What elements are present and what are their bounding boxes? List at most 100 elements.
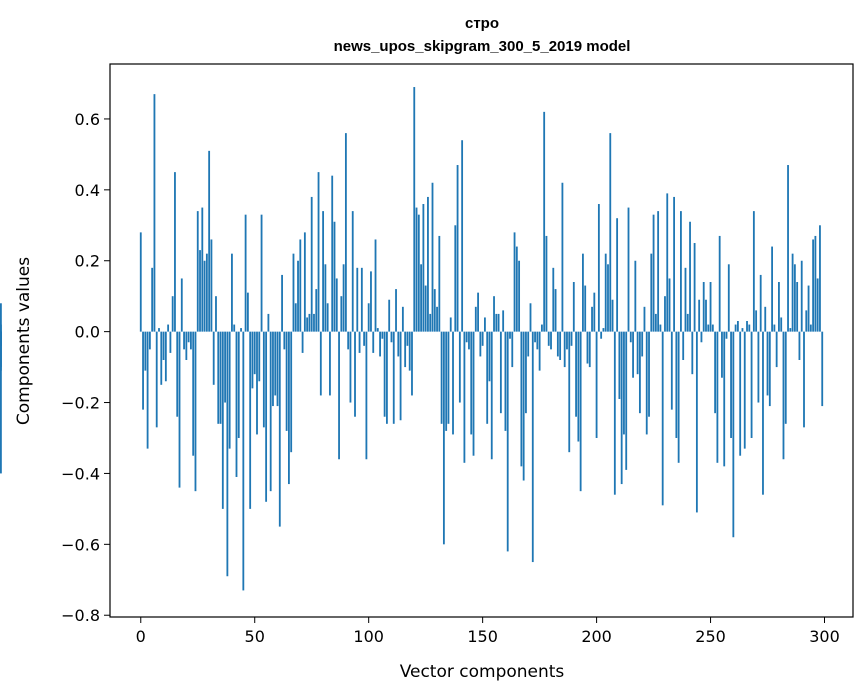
bar-294 xyxy=(809,324,812,332)
bar-75 xyxy=(310,196,313,332)
bar-241 xyxy=(689,221,691,332)
bar-115 xyxy=(401,306,404,332)
bar-153 xyxy=(488,331,491,382)
bar-176 xyxy=(540,324,543,332)
bar-183 xyxy=(556,331,559,357)
bar-202 xyxy=(600,331,603,339)
bar-167 xyxy=(520,331,523,467)
bar-33 xyxy=(215,296,217,332)
bar-1 xyxy=(142,331,144,410)
bar-261 xyxy=(734,324,737,332)
bar-262 xyxy=(736,321,739,332)
bar-291 xyxy=(803,331,805,428)
bar-289 xyxy=(798,331,801,360)
bar-295 xyxy=(812,239,815,332)
bar-74 xyxy=(308,313,311,332)
bar-189 xyxy=(570,331,573,346)
bar-95 xyxy=(356,267,359,332)
bars-group xyxy=(0,87,824,591)
bar-214 xyxy=(627,207,630,332)
bar-281 xyxy=(780,317,783,332)
bar-285 xyxy=(789,328,792,332)
bar-273 xyxy=(762,331,764,495)
bar-137 xyxy=(452,331,454,435)
bar-9 xyxy=(160,331,163,385)
bar-204 xyxy=(604,253,607,332)
bar-50 xyxy=(253,331,256,375)
bar-116 xyxy=(404,331,407,368)
bar-186 xyxy=(563,331,566,368)
bar-271 xyxy=(757,331,760,403)
bar-180 xyxy=(550,331,552,350)
bar-272 xyxy=(759,274,762,332)
bar-15 xyxy=(174,172,176,332)
bar-65 xyxy=(288,331,290,485)
bar-287 xyxy=(793,264,796,332)
bar-196 xyxy=(586,331,589,364)
bar-239 xyxy=(684,267,687,332)
bar-223 xyxy=(648,331,650,417)
bar-88 xyxy=(340,296,343,332)
bar-94 xyxy=(354,331,356,417)
bar-86 xyxy=(335,278,338,332)
chart-title: стро xyxy=(465,15,499,32)
bar-26 xyxy=(199,250,201,332)
bar-242 xyxy=(691,331,694,375)
bar-73 xyxy=(306,317,309,332)
bar-67 xyxy=(292,253,295,332)
bar-100 xyxy=(367,303,370,332)
bar-150 xyxy=(481,331,484,346)
bar-53 xyxy=(260,214,263,332)
bar-276 xyxy=(768,331,771,407)
bar-290 xyxy=(800,260,803,332)
bar-14 xyxy=(171,296,174,332)
bar-288 xyxy=(796,282,799,332)
bar-30 xyxy=(208,150,211,332)
x-tick-label-200: 200 xyxy=(581,627,612,646)
bar-58 xyxy=(272,331,274,407)
bar-61 xyxy=(278,331,281,527)
bar-99 xyxy=(365,331,368,460)
bar-264 xyxy=(741,328,744,332)
bar-20 xyxy=(185,331,188,360)
bar-43 xyxy=(237,331,240,438)
bar-108 xyxy=(386,331,388,424)
bar-184 xyxy=(559,331,562,360)
bar-278 xyxy=(773,324,776,332)
bar-4 xyxy=(148,331,151,350)
bar-71 xyxy=(301,331,304,353)
bar-154 xyxy=(490,331,493,460)
x-axis: 0 50 100 150 200 250 300 xyxy=(136,617,840,646)
bar-188 xyxy=(568,331,571,453)
bar-277 xyxy=(771,246,773,332)
bar-36 xyxy=(221,331,224,509)
chart-subtitle: news_upos_skipgram_300_5_2019 model xyxy=(334,38,631,55)
bar-49 xyxy=(251,331,254,389)
bar-23 xyxy=(192,331,195,456)
bar-140 xyxy=(458,331,461,403)
bar-187 xyxy=(566,331,568,350)
bar-151 xyxy=(484,317,486,332)
bar-41 xyxy=(233,324,236,332)
bar-177 xyxy=(543,111,546,332)
x-tick-label-50: 50 xyxy=(245,627,265,646)
bar-236 xyxy=(677,331,680,463)
bar-60 xyxy=(276,331,279,407)
bar-96 xyxy=(358,331,361,353)
bar-169 xyxy=(525,331,527,414)
bar-182 xyxy=(554,289,557,332)
bar-191 xyxy=(575,331,577,417)
bar-244 xyxy=(695,331,698,513)
bar-226 xyxy=(654,313,657,332)
bar-52 xyxy=(258,331,261,382)
bar-29 xyxy=(205,253,208,332)
bar-117 xyxy=(406,331,409,346)
bar-147 xyxy=(474,306,477,332)
bar-230 xyxy=(664,296,666,332)
bar-269 xyxy=(752,211,755,332)
bar-280 xyxy=(778,282,780,332)
bar-267 xyxy=(748,324,751,332)
bar-129 xyxy=(433,289,436,332)
bar-195 xyxy=(584,285,587,332)
bar-90 xyxy=(344,133,347,332)
